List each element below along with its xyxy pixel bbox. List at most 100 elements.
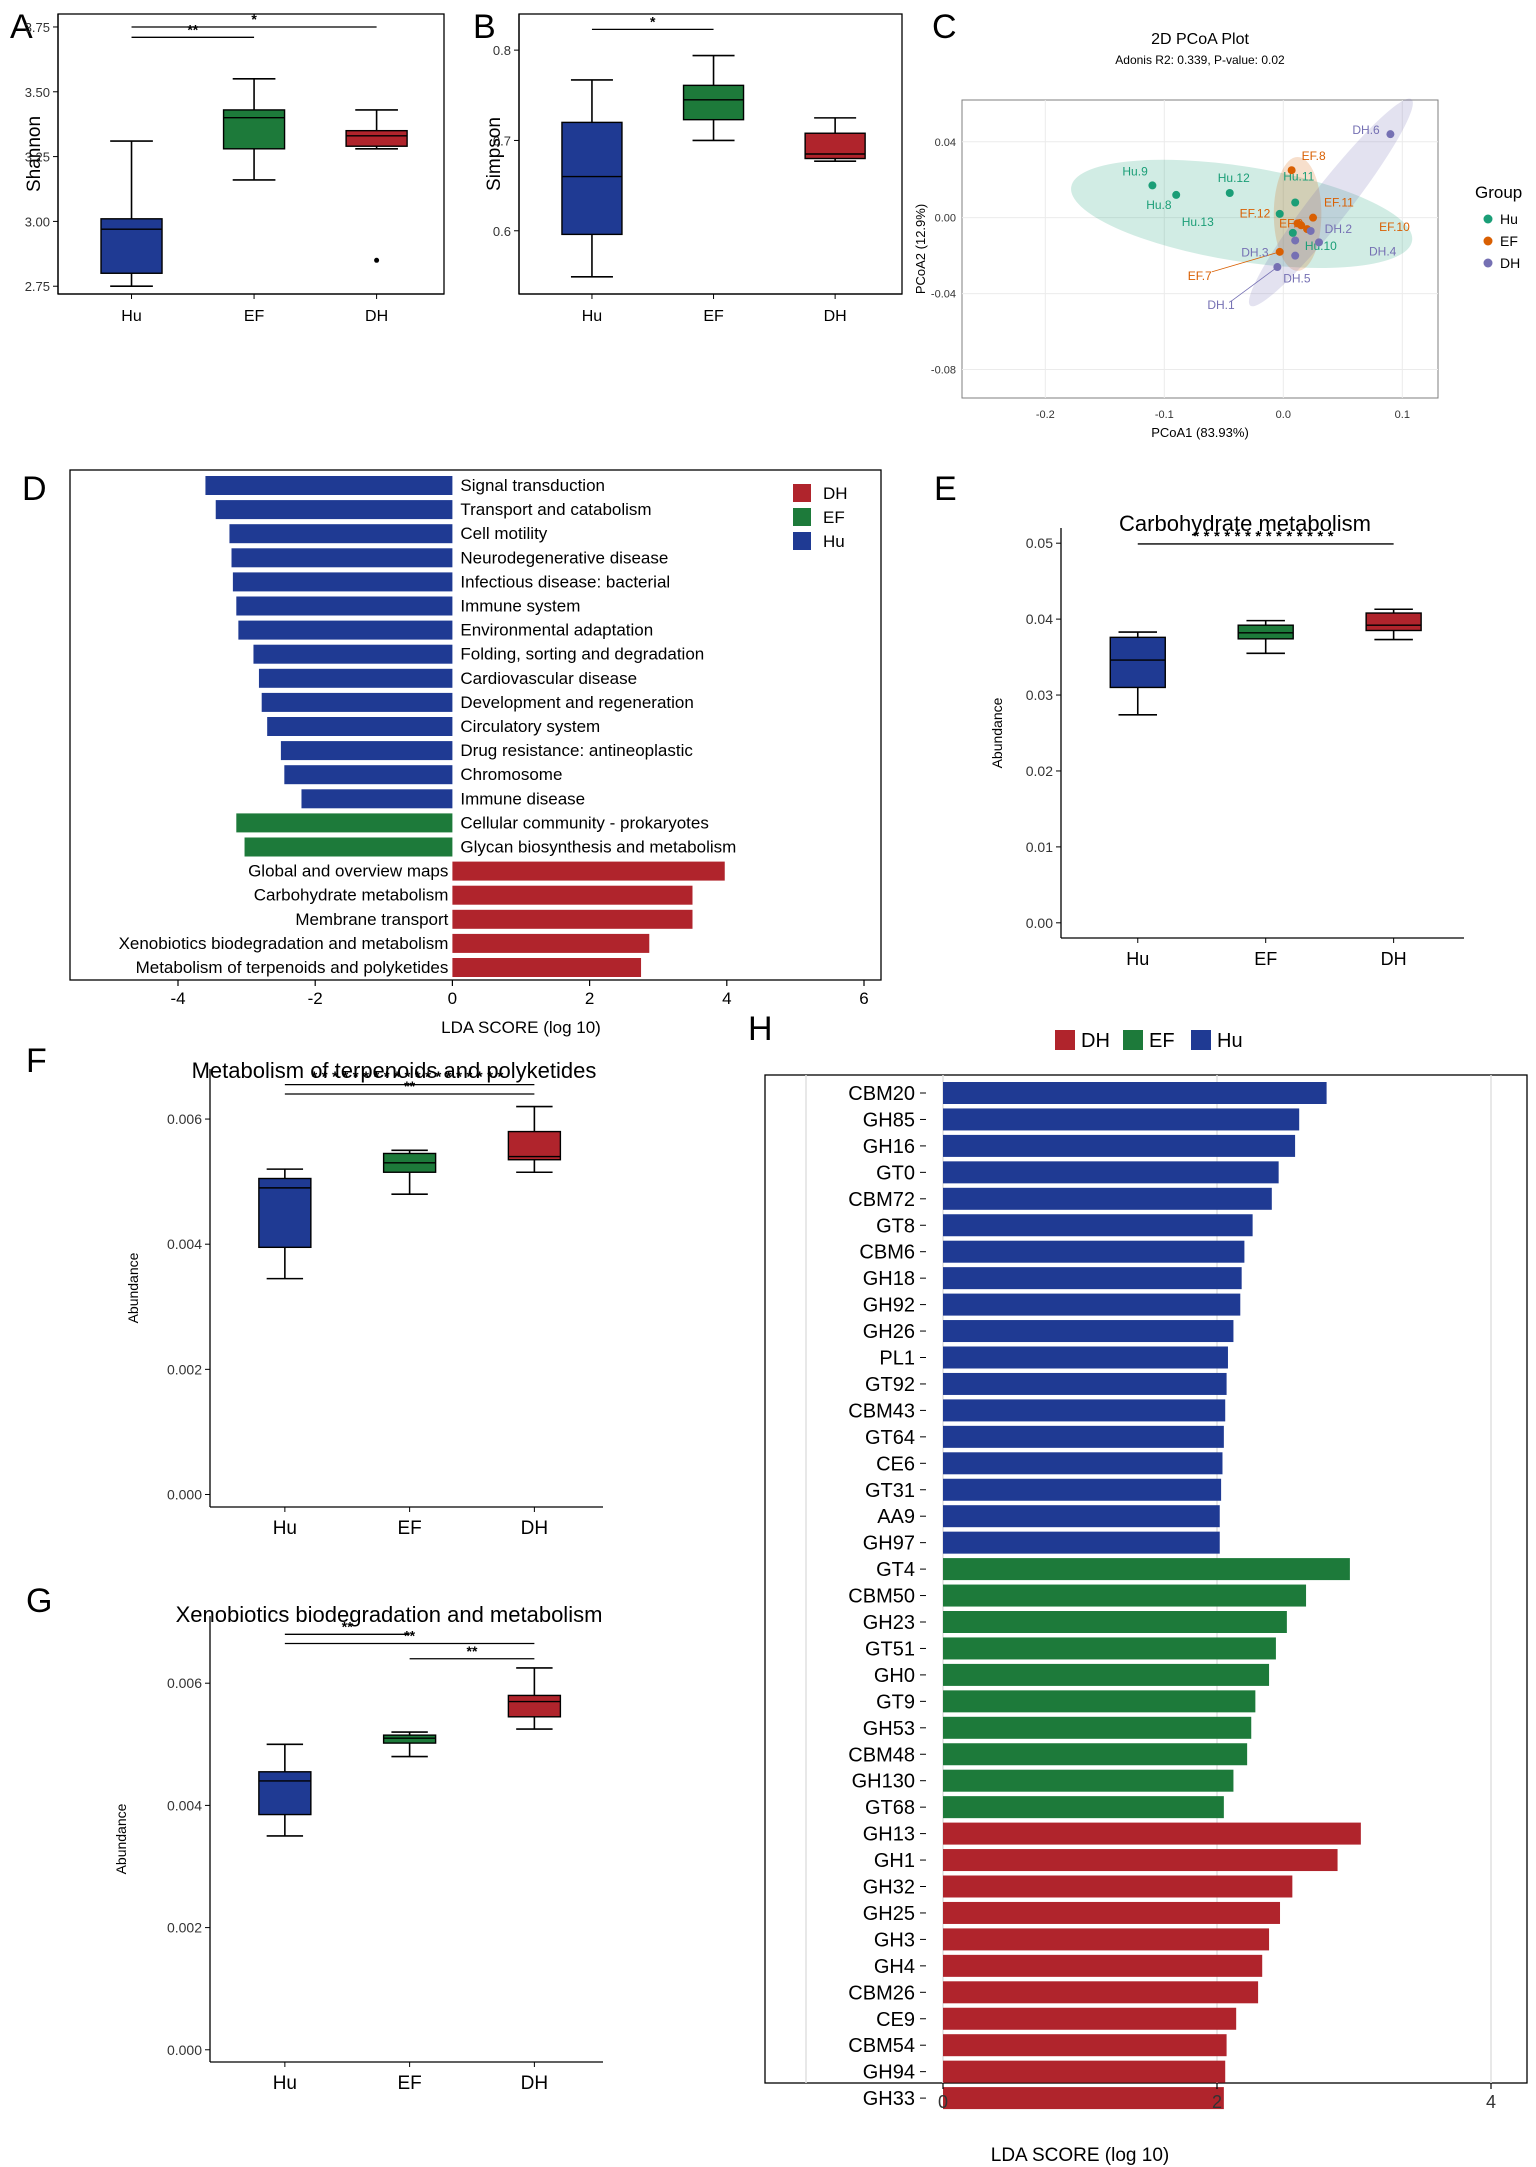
y-axis-label: Abundance [125, 1252, 141, 1323]
chart-title: Metabolism of terpenoids and polyketides [192, 1058, 597, 1083]
bar-gt9 [943, 1690, 1256, 1713]
bar-transport-and-catabolism [215, 500, 453, 520]
y-tick-label: 0.002 [167, 1361, 202, 1377]
bar-global-and-overview-maps [452, 861, 725, 881]
point-label-ef-11: EF.11 [1324, 196, 1354, 210]
y-tick-label: 0.7 [493, 133, 511, 148]
point-label-hu-13: Hu.13 [1182, 215, 1214, 229]
bar-gh0 [943, 1663, 1270, 1686]
legend-swatch-dh [1483, 258, 1493, 268]
bar-cbm54 [943, 2034, 1227, 2057]
bar-label-glycan-biosynthesis-and-metabolism: Glycan biosynthesis and metabolism [460, 838, 736, 857]
y-axis-label: Simpson [484, 117, 505, 191]
box-dh [507, 1130, 562, 1161]
bar-gt31 [943, 1478, 1222, 1501]
x-tick-label: 6 [859, 989, 868, 1008]
bar-label-gh3: GH3 [874, 1929, 915, 1951]
x-tick-label: 4 [722, 989, 731, 1008]
point-label-ef-12: EF.12 [1240, 206, 1271, 220]
bar-label-global-and-overview-maps: Global and overview maps [248, 862, 448, 881]
legend-label-ef: EF [1500, 233, 1518, 249]
y-tick-label: 2.75 [25, 279, 50, 294]
bar-label-gt9: GT9 [876, 1691, 915, 1713]
significance-label: * [650, 13, 656, 29]
chart-title: 2D PCoA Plot [1151, 31, 1249, 48]
bar-cbm43 [943, 1399, 1226, 1422]
y-tick-label: 0.04 [1026, 611, 1053, 627]
point-label-ef-10: EF.10 [1379, 220, 1410, 234]
significance-label: ** [187, 21, 198, 37]
bar-label-cbm72: CBM72 [848, 1189, 915, 1211]
bar-label-gh13: GH13 [863, 1824, 915, 1846]
panel-frame [764, 1074, 1528, 2084]
y-tick-label: 0.006 [167, 1111, 202, 1127]
x-tick-label-hu: Hu [582, 308, 602, 325]
panel-h-lda-cazy-bars: CBM20 GH85 GH16 GT0 CBM72 GT8 CBM6 GH18 GH92 GH26… [764, 1030, 1528, 2166]
point-hu-12 [1225, 189, 1234, 198]
legend-label-hu: Hu [1500, 211, 1518, 227]
bar-label-ce6: CE6 [876, 1453, 915, 1475]
legend-swatch-ef [793, 508, 811, 526]
bar-gt8 [943, 1214, 1253, 1237]
panel-f-terpenoids-boxplot: 0.000 0.002 0.004 0.006 Hu EF DH **************… [125, 1058, 603, 1539]
bar-label-cbm20: CBM20 [848, 1083, 915, 1105]
y-axis-label: Abundance [113, 1803, 129, 1874]
plot-frame [961, 99, 1439, 399]
x-tick-label-hu: Hu [121, 308, 141, 325]
bar-label-gt4: GT4 [876, 1559, 915, 1581]
box-hu [258, 1771, 312, 1816]
box-dh [507, 1694, 562, 1718]
bar-cellular-community-prokaryotes [236, 813, 453, 833]
box-hu [1109, 636, 1166, 689]
bar-label-cbm6: CBM6 [859, 1242, 915, 1264]
box-dh [1365, 612, 1422, 632]
point-ef-11 [1309, 213, 1318, 222]
y-axis-label: Abundance [989, 697, 1005, 768]
y-tick-label: 0.002 [167, 1920, 202, 1936]
point-label-ef-8: EF.8 [1302, 149, 1326, 163]
bar-gh18 [943, 1267, 1242, 1290]
bar-label-gh18: GH18 [863, 1268, 915, 1290]
bar-gt64 [943, 1425, 1224, 1448]
bar-immune-system [236, 596, 453, 616]
bar-label-cbm26: CBM26 [848, 1982, 915, 2004]
bar-cbm48 [943, 1743, 1248, 1766]
bar-label-immune-disease: Immune disease [460, 789, 585, 808]
bar-gt4 [943, 1558, 1350, 1581]
significance-label: ** [342, 1618, 353, 1634]
bar-gh26 [943, 1320, 1234, 1343]
bar-cardiovascular-disease [258, 668, 453, 688]
x-tick-label: 2 [1212, 2092, 1222, 2112]
bar-cbm20 [943, 1082, 1327, 1104]
bar-label-infectious-disease-bacterial: Infectious disease: bacterial [460, 572, 670, 591]
x-tick-label-dh: DH [1381, 949, 1407, 969]
y-tick-label: 0.006 [167, 1675, 202, 1691]
box-hu [258, 1177, 312, 1249]
y-tick-label: 0.004 [167, 1797, 202, 1813]
bar-label-cbm54: CBM54 [848, 2035, 915, 2057]
y-tick-label: 0.004 [167, 1236, 202, 1252]
point-dh-1 [1273, 263, 1282, 272]
y-tick-label: 0.02 [1026, 763, 1053, 779]
outlier-point-dh [374, 257, 380, 263]
y-tick-label: 0.00 [935, 213, 956, 225]
bar-label-xenobiotics-biodegradation-and-metabolism: Xenobiotics biodegradation and metabolis… [119, 934, 449, 953]
panel-letter-f: F [26, 1042, 47, 1080]
x-tick-label: -0.1 [1155, 409, 1174, 421]
bar-environmental-adaptation [238, 620, 453, 640]
bar-label-cbm50: CBM50 [848, 1586, 915, 1608]
bar-metabolism-of-terpenoids-and-polyketides [452, 958, 642, 977]
bar-label-signal-transduction: Signal transduction [460, 476, 605, 495]
y-tick-label: 3.25 [25, 150, 50, 165]
bar-label-aa9: AA9 [877, 1506, 915, 1528]
x-tick-label: -4 [170, 989, 185, 1008]
significance-label: ** [467, 1643, 478, 1659]
point-label-dh-3: DH.3 [1241, 245, 1269, 259]
point-label-dh-6: DH.6 [1352, 123, 1380, 137]
bar-gh25 [943, 1901, 1281, 1924]
bar-label-transport-and-catabolism: Transport and catabolism [460, 500, 651, 519]
bar-folding-sorting-and-degradation [253, 644, 453, 664]
y-tick-label: -0.04 [931, 289, 956, 301]
legend-title: Group [1475, 183, 1522, 202]
bar-label-carbohydrate-metabolism: Carbohydrate metabolism [254, 886, 449, 905]
